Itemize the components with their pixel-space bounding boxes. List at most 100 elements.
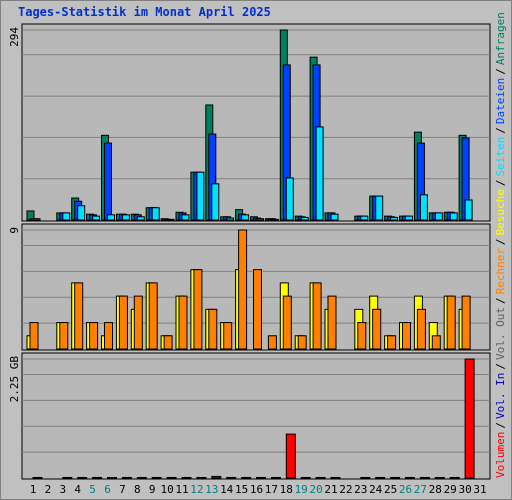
bar [461, 295, 471, 350]
x-tick-label: 5 [89, 483, 96, 496]
bar [300, 216, 309, 221]
bar [208, 308, 218, 350]
legend-entry: Vol. Out [494, 307, 507, 360]
bar [434, 212, 443, 221]
bar [270, 476, 281, 479]
x-tick-label: 29 [444, 483, 457, 496]
bar [357, 322, 367, 350]
bar [267, 335, 277, 350]
bar [151, 207, 160, 221]
chart-title: Tages-Statistik im Monat April 2025 [18, 5, 271, 19]
bar [241, 214, 250, 221]
bar [256, 476, 266, 479]
bar [405, 476, 415, 479]
bar [464, 199, 473, 221]
bar [372, 308, 382, 350]
bar [196, 476, 207, 479]
legend-separator: / [494, 297, 507, 304]
x-tick-label: 6 [104, 483, 111, 496]
legend-entry: Volumen [494, 432, 507, 478]
bar [104, 322, 113, 350]
x-tick-label: 20 [309, 483, 322, 496]
x-tick-label: 18 [280, 483, 293, 496]
bar [32, 476, 43, 479]
bar [449, 212, 458, 221]
bar [121, 214, 130, 221]
bar [92, 476, 103, 479]
x-tick-label: 2 [45, 483, 52, 496]
x-tick-label: 26 [399, 483, 412, 496]
x-tick-label: 8 [134, 483, 141, 496]
bar [446, 295, 456, 350]
x-tick-label: 22 [339, 483, 352, 496]
bar [405, 215, 413, 221]
bar [434, 476, 445, 479]
legend-separator: / [494, 422, 507, 429]
bar [181, 214, 190, 221]
legend-separator: / [494, 238, 507, 245]
y-tick-label: 2.25 GB [8, 356, 21, 403]
bar [62, 212, 71, 221]
bar [375, 195, 384, 221]
bar [285, 177, 294, 221]
legend: Volumen / Vol. In / Vol. Out / Rechner / Besuche… [494, 12, 507, 478]
bar [238, 229, 248, 350]
bar [74, 282, 84, 350]
bar [136, 476, 147, 479]
x-tick-label: 1 [30, 483, 37, 496]
bar [62, 476, 73, 479]
bar [89, 322, 99, 350]
x-tick-label: 15 [235, 483, 248, 496]
bar [166, 218, 175, 221]
legend-separator: / [494, 179, 507, 186]
y-tick-label: 294 [8, 27, 21, 47]
bar [181, 476, 192, 479]
legend-separator: / [494, 68, 507, 75]
x-tick-label: 3 [59, 483, 66, 496]
bar [464, 358, 475, 479]
bar [402, 322, 411, 350]
bar [416, 308, 426, 350]
bar [163, 335, 173, 350]
x-tick-label: 30 [458, 483, 471, 496]
bar [297, 335, 307, 350]
bar [387, 335, 397, 350]
bar [285, 433, 296, 479]
bar [330, 476, 341, 479]
x-tick-label: 23 [354, 483, 367, 496]
legend-entry: Vol. In [494, 373, 507, 419]
bar [196, 171, 205, 221]
panel [21, 23, 491, 222]
bar [256, 218, 264, 221]
bar [107, 476, 117, 479]
bar [241, 476, 252, 479]
bar [390, 476, 401, 479]
bar [431, 335, 441, 350]
x-tick-label: 14 [220, 483, 234, 496]
bar [92, 215, 101, 221]
bar [104, 142, 112, 221]
x-tick-label: 31 [473, 483, 486, 496]
x-tick-label: 27 [414, 483, 427, 496]
x-tick-label: 12 [190, 483, 203, 496]
y-tick-label: 9 [8, 227, 21, 234]
panel [21, 352, 491, 480]
legend-separator: / [494, 363, 507, 370]
bar [300, 476, 311, 479]
bar [193, 269, 203, 350]
bar [148, 282, 158, 350]
x-tick-label: 25 [384, 483, 397, 496]
bar [315, 126, 324, 221]
x-tick-label: 19 [295, 483, 308, 496]
bar [312, 282, 322, 350]
bar [77, 205, 86, 221]
legend-separator: / [494, 127, 507, 134]
bar [151, 476, 162, 479]
bar [449, 476, 460, 479]
bar [32, 218, 41, 221]
bar [253, 269, 262, 350]
x-tick-label: 11 [175, 483, 188, 496]
x-tick-label: 9 [149, 483, 156, 496]
bar [360, 215, 369, 221]
